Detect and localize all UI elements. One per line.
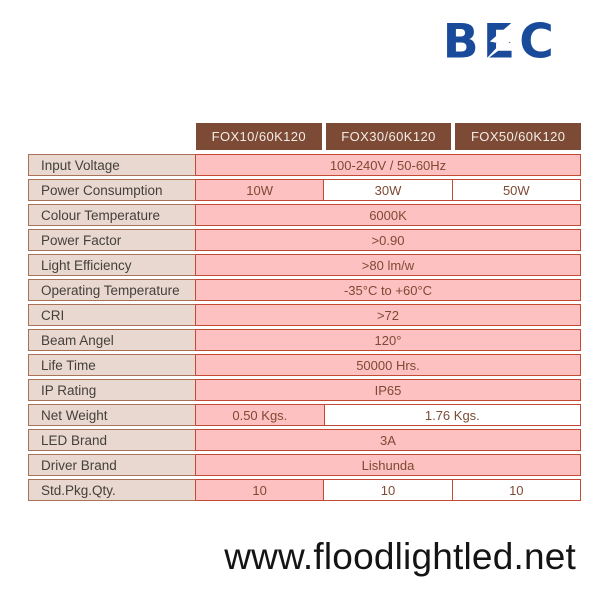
table-row: Input Voltage 100-240V / 50-60Hz [28, 154, 581, 176]
row-label: IP Rating [28, 379, 196, 401]
value-cell: 120° [196, 329, 581, 351]
value-cell: 6000K [196, 204, 581, 226]
value-cell: 10 [324, 479, 453, 501]
table-row: Life Time 50000 Hrs. [28, 354, 581, 376]
value-cell: IP65 [196, 379, 581, 401]
value-cell: 1.76 Kgs. [324, 404, 581, 426]
table-row: Light Efficiency >80 lm/w [28, 254, 581, 276]
value-cell: 10 [452, 479, 581, 501]
column-header: FOX50/60K120 [455, 123, 582, 150]
value-cell: >72 [196, 304, 581, 326]
table-row: Driver Brand Lishunda [28, 454, 581, 476]
column-header: FOX30/60K120 [325, 123, 452, 150]
value-cell: 0.50 Kgs. [196, 404, 325, 426]
table-body: Input Voltage 100-240V / 50-60Hz Power Con… [28, 154, 581, 501]
row-label: CRI [28, 304, 196, 326]
table-row: CRI >72 [28, 304, 581, 326]
row-label: LED Brand [28, 429, 196, 451]
table-row: Power Factor >0.90 [28, 229, 581, 251]
value-cell: 3A [196, 429, 581, 451]
value-cell: 100-240V / 50-60Hz [196, 154, 581, 176]
bec-logo-graphic: BEC [443, 15, 554, 70]
value-cell: -35°C to +60°C [196, 279, 581, 301]
value-cell: >80 lm/w [196, 254, 581, 276]
table-row: IP Rating IP65 [28, 379, 581, 401]
row-label: Driver Brand [28, 454, 196, 476]
value-cell: 10 [196, 479, 325, 501]
row-label: Input Voltage [28, 154, 196, 176]
row-label: Beam Angel [28, 329, 196, 351]
table-row: Colour Temperature 6000K [28, 204, 581, 226]
bec-logo: BEC [438, 15, 578, 70]
table-header-row: FOX10/60K120 FOX30/60K120 FOX50/60K120 [196, 123, 582, 150]
column-header: FOX10/60K120 [196, 123, 322, 150]
row-label: Power Consumption [28, 179, 196, 201]
value-cell: 50000 Hrs. [196, 354, 581, 376]
value-cell: 30W [324, 179, 453, 201]
table-row: Beam Angel 120° [28, 329, 581, 351]
table-row: Operating Temperature -35°C to +60°C [28, 279, 581, 301]
row-label: Net Weight [28, 404, 196, 426]
row-label: Operating Temperature [28, 279, 196, 301]
website-url: www.floodlightled.net [224, 536, 576, 577]
table-row: LED Brand 3A [28, 429, 581, 451]
value-cell: 10W [196, 179, 325, 201]
value-cell: Lishunda [196, 454, 581, 476]
value-cell: >0.90 [196, 229, 581, 251]
row-label: Life Time [28, 354, 196, 376]
row-label: Colour Temperature [28, 204, 196, 226]
lightning-bolt-icon [483, 21, 520, 62]
spec-table: FOX10/60K120 FOX30/60K120 FOX50/60K120 Inp… [28, 123, 582, 501]
row-label: Std.Pkg.Qty. [28, 479, 196, 501]
value-cell: 50W [452, 179, 581, 201]
table-row: Power Consumption 10W 30W 50W [28, 179, 581, 201]
table-row: Std.Pkg.Qty. 10 10 10 [28, 479, 581, 501]
table-row: Net Weight 0.50 Kgs. 1.76 Kgs. [28, 404, 581, 426]
row-label: Power Factor [28, 229, 196, 251]
row-label: Light Efficiency [28, 254, 196, 276]
